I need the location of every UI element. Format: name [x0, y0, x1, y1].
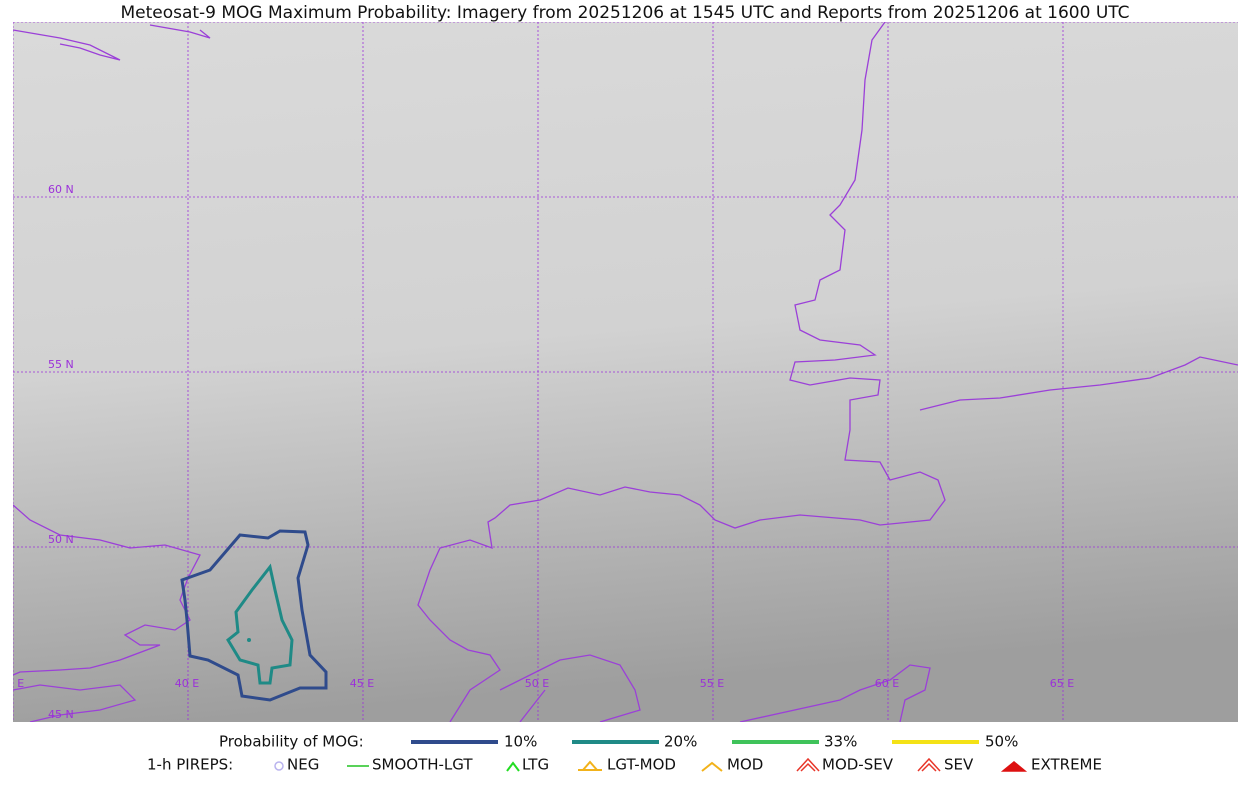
legend-title: 1-h PIREPS: — [147, 756, 233, 774]
legend-label: EXTREME — [1031, 756, 1102, 774]
coastline — [13, 654, 931, 722]
lon-label: 40 E — [175, 677, 199, 690]
legend-label: LTG — [522, 756, 549, 774]
legend-label: 33% — [824, 733, 857, 751]
legend-symbol — [917, 757, 941, 772]
legend-symbol — [274, 761, 284, 771]
legend-symbol — [796, 757, 820, 772]
contour-10 — [180, 529, 328, 702]
lat-label: 60 N — [48, 183, 74, 196]
lon-label: 35 E — [0, 677, 24, 690]
lon-label: 50 E — [525, 677, 549, 690]
legend-label: SMOOTH-LGT — [372, 756, 473, 774]
legend-label: LGT-MOD — [607, 756, 676, 774]
legend-label: 20% — [664, 733, 697, 751]
legend: Probability of MOG: 10% 20% 33% 50% 1-h … — [147, 733, 1102, 774]
lat-label: 50 N — [48, 533, 74, 546]
title: Meteosat-9 MOG Maximum Probability: Imag… — [120, 3, 1129, 23]
lat-label: 45 N — [48, 708, 74, 721]
legend-label: MOD — [727, 756, 763, 774]
legend-label: 50% — [985, 733, 1018, 751]
lon-label: 65 E — [1050, 677, 1074, 690]
lat-label: 55 N — [48, 358, 74, 371]
legend-label: NEG — [287, 756, 319, 774]
legend-label: MOD-SEV — [822, 756, 894, 774]
legend-symbol — [578, 760, 602, 771]
coastline — [13, 504, 201, 676]
legend-title: Probability of MOG: — [219, 733, 364, 751]
legend-label: SEV — [944, 756, 974, 774]
map: 60 N 55 N 50 N 45 N 35 E 40 E 45 E 50 E … — [0, 22, 1238, 722]
contour-20 — [226, 563, 294, 685]
legend-label: 10% — [504, 733, 537, 751]
lon-label: 45 E — [350, 677, 374, 690]
coastline — [13, 24, 211, 61]
coastline — [417, 22, 946, 722]
legend-symbol — [1000, 761, 1028, 772]
legend-symbol — [701, 761, 723, 772]
coastlines — [13, 22, 1238, 722]
contour-20 — [247, 638, 251, 642]
graticule — [13, 22, 1238, 722]
lon-label: 55 E — [700, 677, 724, 690]
legend-symbol — [506, 761, 520, 772]
lon-label: 60 E — [875, 677, 899, 690]
coastline — [919, 356, 1238, 411]
